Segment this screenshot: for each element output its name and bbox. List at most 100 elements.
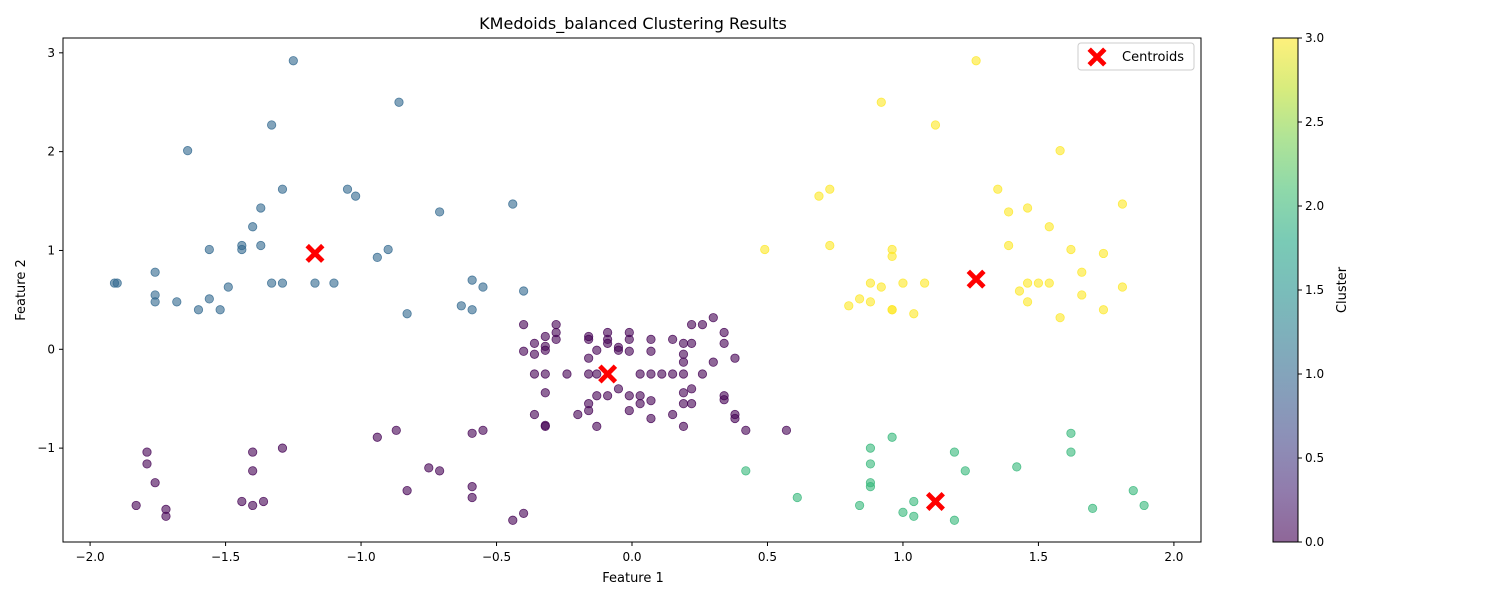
cluster-0-point (424, 463, 434, 473)
cluster-1-point (204, 244, 214, 255)
colorbar-gradient (1273, 38, 1298, 542)
cluster-0-point (131, 500, 141, 511)
cluster-1-point (237, 244, 247, 255)
colorbar-tick-label: 3.0 (1305, 31, 1324, 45)
cluster-0-point (529, 369, 540, 379)
cluster-1-point (223, 282, 233, 292)
cluster-0-point (719, 395, 729, 405)
legend-box (1077, 42, 1195, 71)
cluster-3-point (854, 294, 865, 304)
cluster-2-point (854, 500, 865, 511)
cluster-0-point (635, 391, 645, 401)
cluster-0-point (678, 357, 689, 367)
x-tick-label: 0.5 (758, 550, 777, 564)
cluster-0-point (467, 428, 477, 438)
cluster-0-point (248, 447, 258, 457)
cluster-0-point (402, 486, 412, 496)
cluster-0-point (678, 349, 689, 359)
colorbar-label: Cluster (1335, 266, 1350, 313)
x-tick-label: −2.0 (76, 550, 105, 564)
cluster-3-point (876, 97, 886, 107)
cluster-3-point (1022, 297, 1033, 307)
cluster-0-point (687, 384, 697, 394)
cluster-1-point (248, 222, 258, 232)
cluster-0-point (719, 338, 729, 348)
cluster-0-point (584, 353, 594, 363)
cluster-1-point (277, 278, 288, 288)
cluster-3-point (760, 244, 770, 255)
cluster-1-point (342, 184, 353, 194)
cluster-0-point (529, 338, 540, 348)
cluster-0-point (508, 515, 518, 525)
cluster-3-point (887, 251, 897, 261)
cluster-0-point (678, 421, 689, 431)
cluster-3-point (1033, 278, 1044, 288)
cluster-2-point (865, 482, 876, 492)
legend-label-centroids: Centroids (1122, 50, 1184, 65)
cluster-1-point (478, 282, 488, 292)
cluster-0-point (540, 420, 550, 430)
cluster-0-point (646, 413, 656, 424)
cluster-0-point (150, 478, 160, 488)
x-tick-label: −1.5 (211, 550, 240, 564)
cluster-1-point (277, 184, 288, 194)
cluster-3-point (971, 56, 981, 66)
cluster-2-point (898, 507, 908, 517)
cluster-0-point (678, 388, 689, 398)
cluster-2-point (909, 511, 919, 521)
cluster-0-point (467, 482, 477, 492)
cluster-0-point (741, 425, 751, 435)
cluster-2-point (1088, 503, 1098, 513)
cluster-0-point (624, 391, 634, 401)
colorbar-tick-label: 0.0 (1305, 535, 1324, 549)
cluster-3-point (1066, 244, 1076, 255)
cluster-3-point (1022, 203, 1033, 213)
cluster-3-point (1004, 240, 1014, 251)
cluster-0-point (435, 466, 445, 476)
cluster-2-point (1128, 486, 1138, 496)
cluster-1-point (193, 305, 204, 315)
cluster-1-point (215, 305, 225, 315)
cluster-2-point (1012, 462, 1022, 472)
cluster-1-point (508, 199, 518, 209)
cluster-0-point (646, 396, 656, 406)
cluster-0-point (529, 409, 540, 420)
cluster-0-point (584, 369, 594, 379)
cluster-0-point (540, 388, 550, 398)
centroid-marker (925, 491, 945, 511)
cluster-2-point (1066, 428, 1076, 438)
cluster-2-point (909, 496, 919, 507)
cluster-0-point (478, 425, 488, 435)
cluster-3-point (1117, 282, 1128, 292)
cluster-3-point (825, 184, 835, 194)
cluster-0-point (697, 369, 708, 379)
cluster-0-point (678, 399, 689, 409)
cluster-0-point (142, 447, 152, 457)
cluster-0-point (519, 508, 529, 518)
cluster-0-point (613, 384, 624, 394)
cluster-0-point (613, 345, 624, 355)
cluster-0-point (529, 349, 540, 359)
cluster-0-point (161, 511, 171, 521)
cluster-0-point (657, 369, 667, 379)
cluster-1-point (172, 297, 182, 307)
y-tick-label: 3 (47, 46, 55, 60)
cluster-1-point (310, 278, 320, 288)
cluster-0-point (719, 327, 729, 338)
cluster-1-point (394, 97, 404, 107)
cluster-1-point (372, 252, 382, 262)
cluster-1-point (256, 240, 266, 251)
cluster-1-point (402, 309, 412, 319)
cluster-1-point (467, 305, 477, 315)
colorbar-tick-label: 0.5 (1305, 451, 1324, 465)
cluster-0-point (687, 319, 697, 330)
cluster-3-point (1044, 278, 1054, 288)
cluster-3-point (1098, 248, 1109, 259)
cluster-0-point (142, 459, 152, 469)
legend-centroid-x (1087, 47, 1107, 67)
plot-frame (62, 37, 1202, 543)
cluster-0-point (708, 313, 718, 323)
cluster-0-point (592, 345, 602, 355)
cluster-1-point (183, 146, 193, 156)
